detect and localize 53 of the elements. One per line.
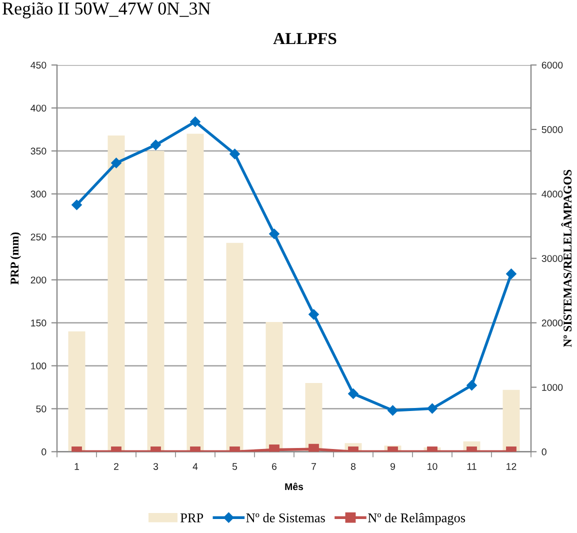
point — [308, 444, 319, 452]
y-axis-title: PRP (mm) — [10, 232, 21, 285]
bar — [147, 150, 164, 452]
y-tick-label: 300 — [30, 190, 46, 198]
y2-tick-label: 1000 — [542, 384, 563, 391]
bar — [502, 390, 520, 452]
y-tick-label: 50 — [36, 405, 46, 412]
point — [190, 116, 200, 127]
y2-tick-label: 0 — [542, 448, 546, 456]
legend-label: PRP — [180, 514, 204, 522]
x-tick-label: 10 — [428, 463, 438, 470]
bar — [226, 242, 244, 452]
text: Região II 50W_47W 0N_3N — [2, 2, 210, 18]
point — [111, 158, 122, 168]
x-tick-label: 5 — [232, 463, 238, 470]
y-tick-label: 100 — [31, 362, 46, 370]
bar — [108, 135, 125, 452]
x-tick-label: 2 — [114, 463, 118, 470]
bar — [68, 331, 86, 452]
y-tick-label: 350 — [30, 148, 46, 155]
y-tick-label: 400 — [30, 104, 46, 112]
y-tick-label: 200 — [30, 276, 46, 284]
x-tick-label: 7 — [312, 463, 316, 470]
x-tick-label: 11 — [467, 463, 476, 470]
point — [150, 140, 161, 150]
y2-tick-label: 2000 — [542, 320, 563, 326]
bar — [305, 382, 322, 452]
chart-title: ALLPFS — [273, 32, 336, 44]
y2-tick-label: 6000 — [542, 62, 563, 69]
y-tick-label: 150 — [31, 320, 46, 326]
point — [269, 228, 280, 239]
y-tick-label: 250 — [30, 234, 46, 240]
point — [506, 268, 516, 279]
x-axis-title: Mês — [285, 482, 304, 490]
x-tick-label: 3 — [153, 463, 158, 470]
legend-label: Nº de Sistemas — [246, 513, 325, 522]
y-tick-label: 450 — [30, 62, 46, 69]
y-tick-label: 0 — [42, 448, 46, 456]
point — [308, 309, 319, 320]
x-tick-label: 4 — [192, 463, 198, 470]
legend-label: Nº de Relâmpagos — [368, 513, 466, 526]
bar — [186, 134, 204, 452]
y2-tick-label: 5000 — [542, 126, 563, 134]
x-tick-label: 9 — [390, 463, 395, 470]
point — [230, 148, 240, 160]
x-tick-label: 8 — [350, 463, 356, 470]
y2-tick-label: 4000 — [542, 190, 563, 198]
x-tick-label: 6 — [272, 463, 277, 470]
x-tick-label: 12 — [506, 463, 516, 470]
y2-axis-title: Nº SISTEMAS/RELELÂMPAGOS — [561, 170, 572, 348]
point — [72, 200, 82, 210]
x-tick-label: 1 — [74, 463, 79, 470]
y2-tick-label: 3000 — [542, 255, 563, 262]
